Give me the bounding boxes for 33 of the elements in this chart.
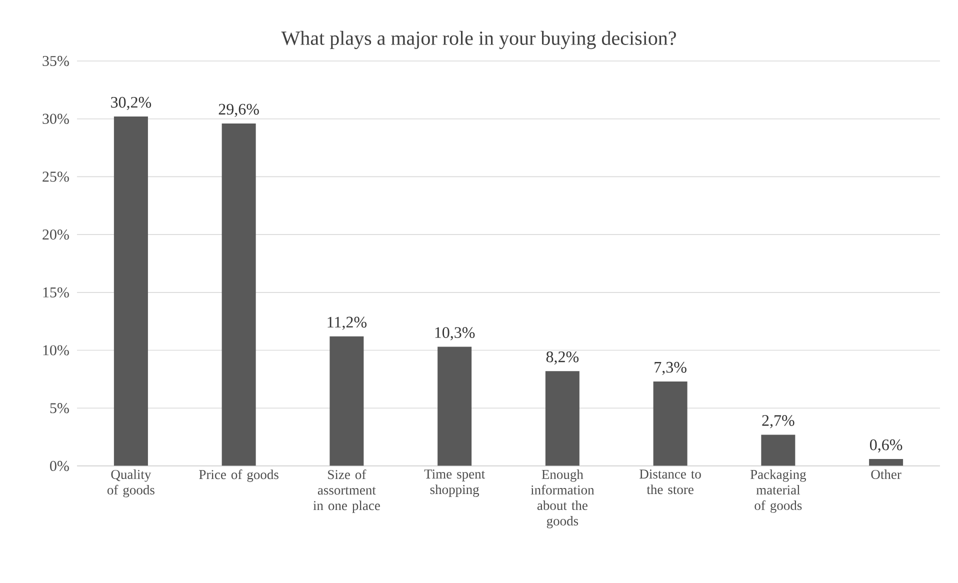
data-label: 30,2%: [111, 96, 152, 110]
bar: [114, 116, 148, 466]
y-tick-label: 0%: [50, 460, 69, 472]
y-tick-label: 35%: [42, 56, 69, 66]
data-label: 11,2%: [328, 316, 367, 330]
data-label: 8,2%: [546, 351, 579, 365]
chart-title: What plays a major role in your buying decision?: [281, 30, 676, 50]
y-tick-label: 15%: [43, 287, 69, 298]
y-tick-label: 30%: [42, 114, 69, 124]
data-label: 10,3%: [435, 327, 475, 340]
bar: [222, 123, 256, 466]
x-tick-label: Size of assortment in one place: [313, 470, 380, 513]
data-label: 0,6%: [870, 439, 902, 453]
x-tick-label: Distance to the store: [640, 470, 701, 494]
bar: [869, 459, 904, 466]
y-tick-label: 10%: [43, 345, 69, 356]
y-tick-label: 20%: [42, 229, 69, 240]
x-tick-label: Packaging material of goods: [750, 470, 806, 513]
y-tick-label: 5%: [50, 403, 69, 414]
x-tick-label: Price of goods: [199, 470, 278, 482]
data-label: 7,3%: [654, 362, 686, 375]
bar: [330, 336, 364, 466]
bar: [545, 371, 580, 466]
x-tick-label: Time spent shopping: [424, 470, 485, 497]
x-tick-label: Enough information about the goods: [530, 470, 594, 528]
data-label: 2,7%: [762, 415, 794, 428]
data-label: 29,6%: [218, 104, 259, 117]
bar: [761, 434, 796, 466]
x-tick-label: Other: [871, 470, 902, 480]
y-tick-label: 25%: [42, 172, 69, 182]
x-tick-label: Quality of goods: [107, 470, 154, 498]
bar: [653, 382, 688, 466]
bar: [438, 346, 472, 466]
